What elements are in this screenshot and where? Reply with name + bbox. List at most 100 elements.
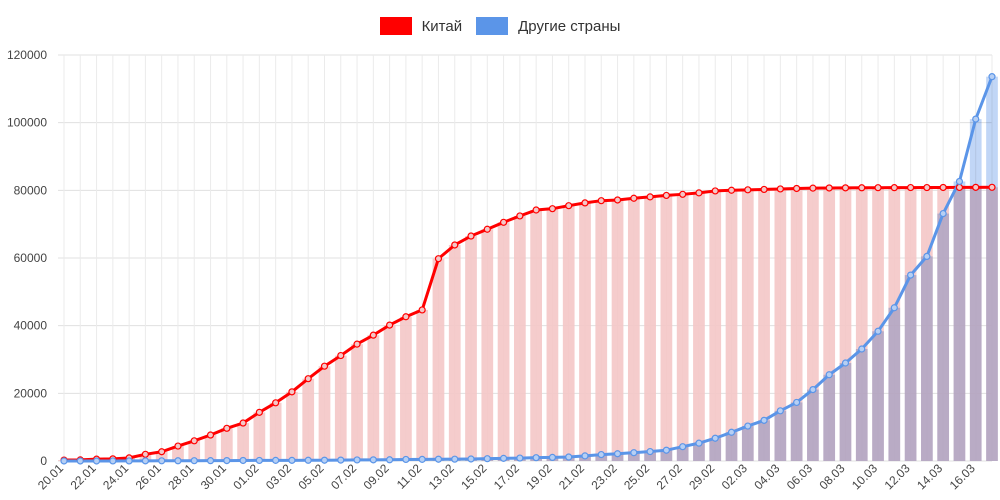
point-china bbox=[434, 255, 443, 263]
point-other-countries bbox=[630, 449, 638, 457]
point-other-countries bbox=[158, 457, 166, 465]
x-tick-label: 13.02 bbox=[426, 461, 457, 492]
bar-china bbox=[855, 187, 868, 462]
point-other-countries bbox=[451, 455, 459, 463]
bar-china bbox=[530, 210, 543, 461]
bar-china bbox=[269, 402, 282, 461]
x-tick-label: 14.03 bbox=[914, 461, 945, 492]
bar-china bbox=[758, 189, 770, 461]
point-china bbox=[923, 183, 931, 192]
point-other-countries bbox=[858, 345, 866, 353]
point-other-countries bbox=[92, 457, 101, 465]
point-other-countries bbox=[532, 454, 540, 462]
y-axis: 0 20000 40000 60000 80000 100000 120000 bbox=[7, 48, 47, 468]
point-other-countries bbox=[841, 359, 850, 367]
point-china bbox=[727, 186, 736, 194]
bar-china bbox=[237, 423, 249, 461]
bars-layer bbox=[58, 76, 998, 462]
bar-china bbox=[579, 202, 591, 461]
bar-china bbox=[513, 215, 526, 461]
point-china bbox=[858, 184, 866, 192]
bar-china bbox=[497, 222, 510, 461]
point-china bbox=[630, 194, 638, 202]
point-other-countries bbox=[239, 456, 247, 465]
bar-other-countries bbox=[872, 331, 884, 461]
point-china bbox=[988, 183, 996, 191]
bar-other-countries bbox=[839, 363, 852, 461]
point-other-countries bbox=[809, 385, 817, 394]
bar-china bbox=[416, 309, 429, 461]
x-tick-label: 07.02 bbox=[328, 461, 359, 492]
point-other-countries bbox=[548, 453, 557, 461]
legend-swatch-china bbox=[379, 17, 412, 35]
bar-china bbox=[872, 187, 884, 461]
point-china bbox=[402, 313, 410, 321]
bar-other-countries bbox=[937, 213, 950, 461]
bar-china bbox=[465, 236, 477, 461]
bar-china bbox=[383, 325, 396, 461]
point-other-countries bbox=[255, 456, 263, 465]
point-other-countries bbox=[874, 327, 882, 335]
bar-other-countries bbox=[855, 349, 868, 461]
point-china bbox=[711, 187, 719, 195]
point-china bbox=[955, 183, 964, 192]
point-other-countries bbox=[272, 456, 280, 464]
x-tick-label: 10.03 bbox=[849, 461, 880, 492]
x-axis: 20.01 22.01 24.01 26.01 28.01 30.01 01.02 03.02… bbox=[35, 461, 978, 492]
x-tick-label: 28.01 bbox=[165, 461, 196, 492]
x-tick-label: 16.03 bbox=[947, 461, 978, 492]
bar-other-countries bbox=[741, 426, 754, 461]
point-china bbox=[174, 442, 182, 450]
y-tick-label: 100000 bbox=[7, 116, 47, 130]
bar-china bbox=[644, 196, 656, 461]
bar-other-countries bbox=[660, 450, 673, 461]
legend-item-other-countries[interactable]: Другие страны bbox=[476, 17, 620, 35]
point-china bbox=[695, 189, 703, 197]
points-layer bbox=[60, 73, 996, 465]
point-china bbox=[206, 431, 215, 439]
point-other-countries bbox=[369, 456, 377, 464]
point-other-countries bbox=[727, 428, 736, 436]
y-tick-label: 60000 bbox=[14, 251, 48, 265]
legend-item-china[interactable]: Китай bbox=[379, 17, 462, 35]
point-other-countries bbox=[402, 455, 410, 464]
bar-china bbox=[400, 316, 412, 461]
line-china bbox=[62, 185, 994, 462]
bar-china bbox=[448, 244, 461, 461]
point-other-countries bbox=[988, 73, 996, 81]
bar-china bbox=[839, 187, 852, 461]
point-other-countries bbox=[776, 407, 784, 415]
x-tick-label: 23.02 bbox=[589, 461, 620, 492]
bar-other-countries bbox=[823, 374, 836, 461]
bar-china bbox=[595, 200, 608, 461]
point-china bbox=[320, 362, 329, 370]
bar-china bbox=[774, 188, 787, 461]
bar-other-countries bbox=[921, 256, 933, 461]
point-china bbox=[369, 331, 377, 339]
point-china bbox=[337, 351, 345, 360]
point-china bbox=[386, 321, 394, 329]
point-other-countries bbox=[337, 456, 345, 464]
bar-other-countries bbox=[953, 181, 966, 461]
point-other-countries bbox=[662, 446, 670, 454]
bar-china bbox=[220, 428, 233, 461]
bar-china bbox=[155, 451, 168, 461]
point-other-countries bbox=[744, 422, 752, 430]
point-china bbox=[418, 306, 426, 314]
x-tick-label: 24.01 bbox=[100, 461, 131, 492]
x-tick-label: 17.02 bbox=[491, 461, 522, 492]
bar-china bbox=[286, 391, 298, 461]
point-china bbox=[825, 184, 833, 192]
bar-china bbox=[188, 440, 201, 461]
x-tick-label: 19.02 bbox=[523, 461, 554, 492]
point-china bbox=[141, 450, 150, 458]
point-china bbox=[255, 408, 263, 416]
point-other-countries bbox=[646, 447, 654, 456]
x-tick-label: 27.02 bbox=[654, 461, 685, 492]
point-other-countries bbox=[174, 457, 182, 465]
point-other-countries bbox=[60, 457, 68, 465]
point-other-countries bbox=[955, 177, 964, 186]
point-china bbox=[597, 197, 605, 205]
x-tick-label: 22.01 bbox=[68, 461, 99, 492]
bar-other-countries bbox=[725, 432, 738, 461]
